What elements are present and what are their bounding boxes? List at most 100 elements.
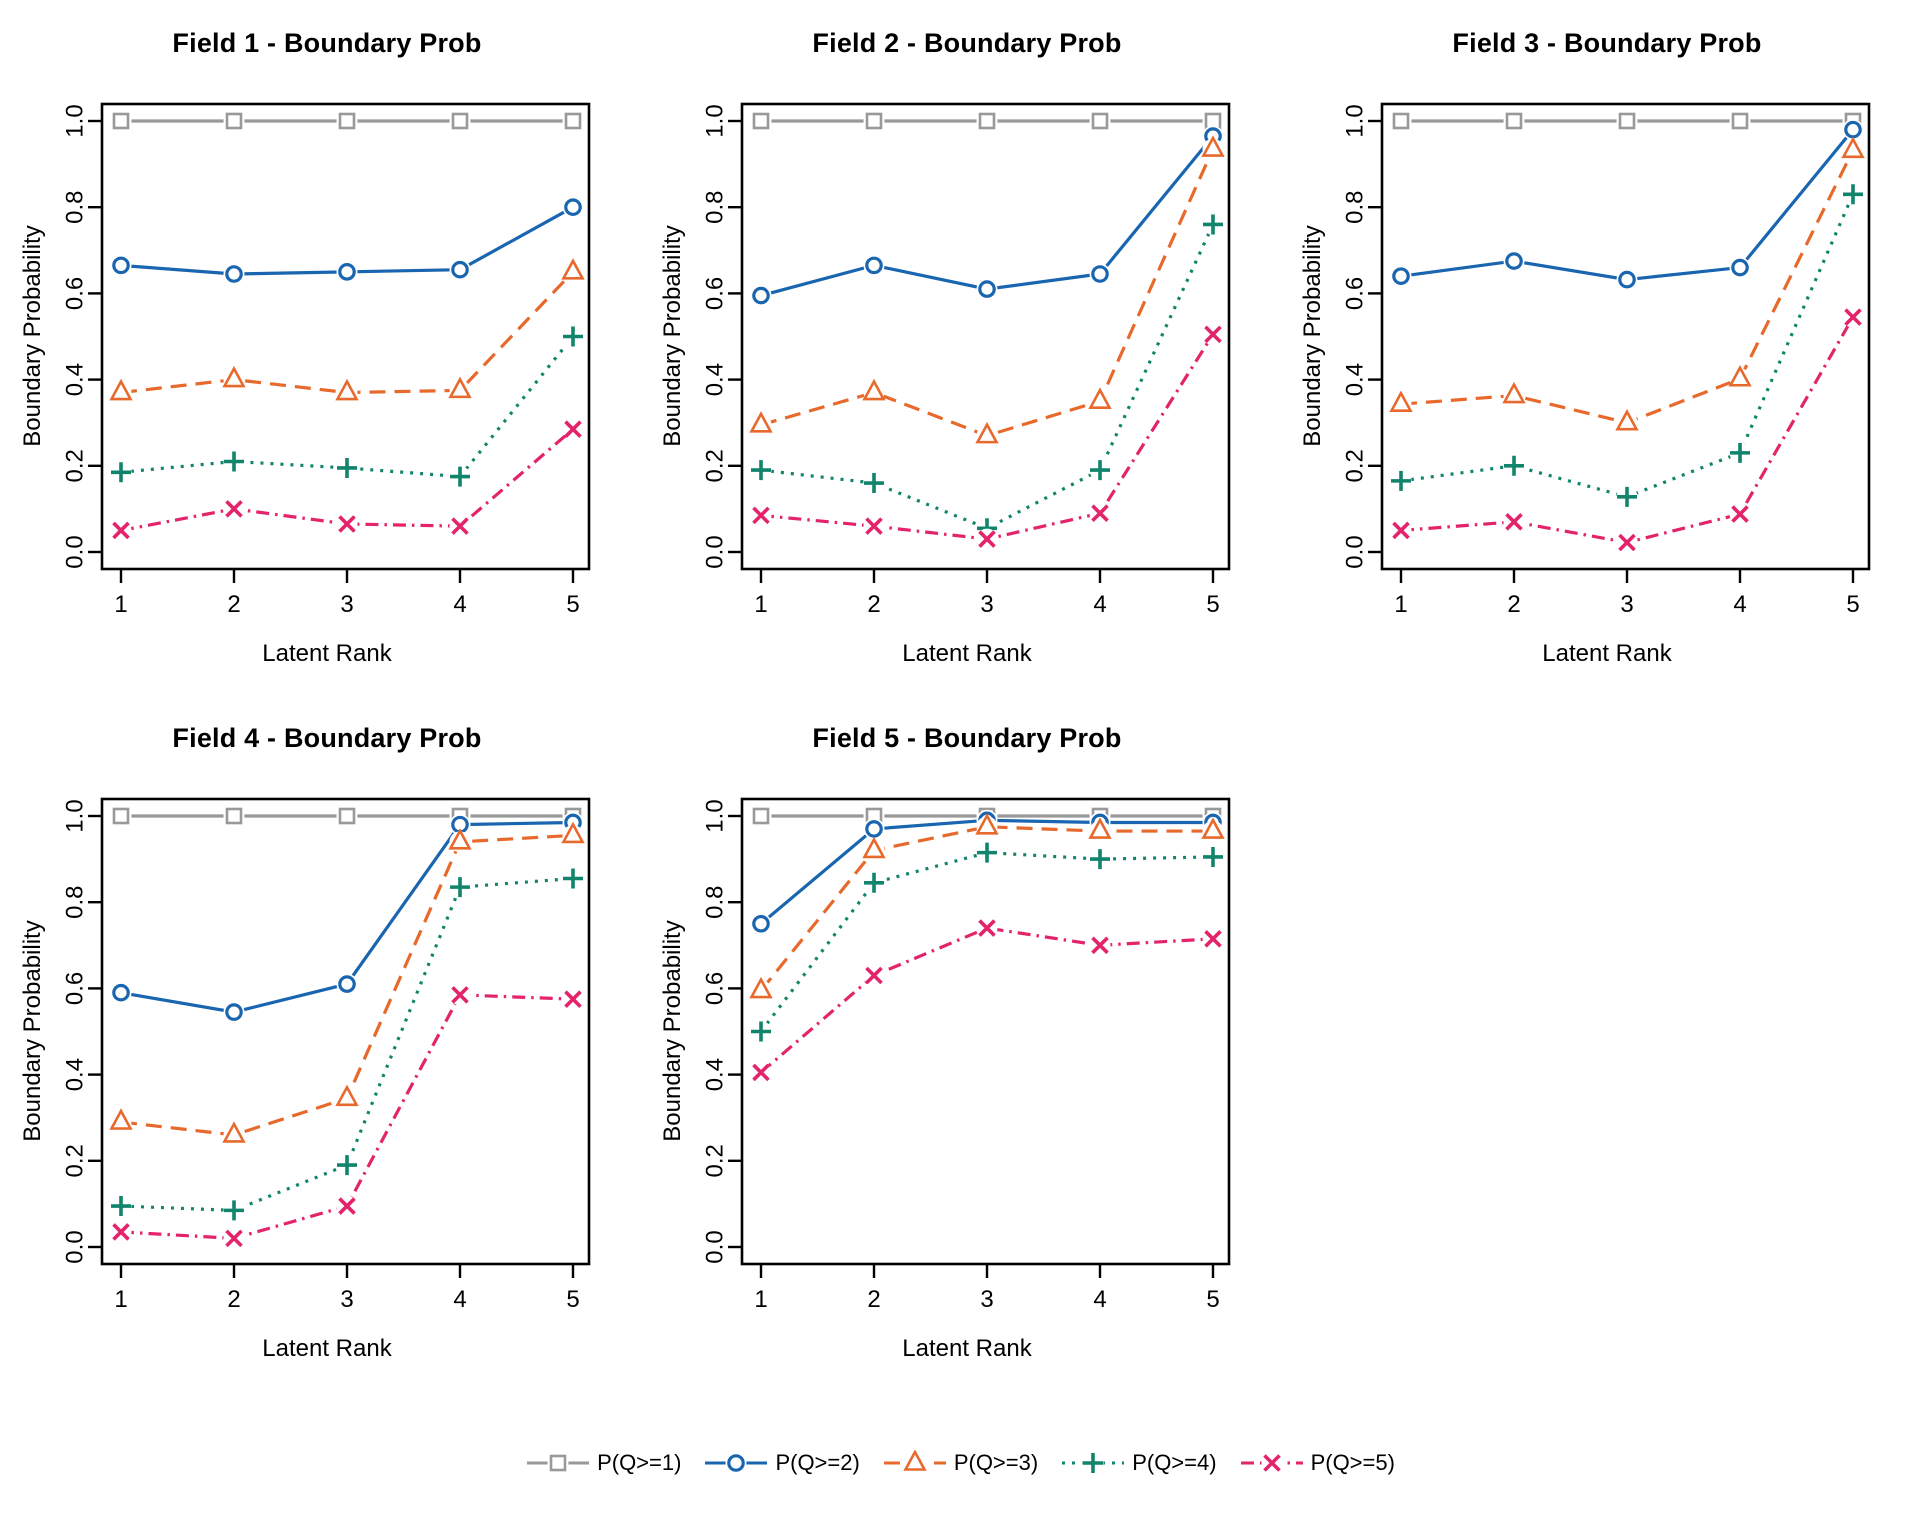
circle-marker-icon — [112, 256, 130, 275]
circle-marker-icon — [752, 914, 770, 933]
x-tick-label: 5 — [566, 1286, 579, 1313]
x-tick-label: 5 — [1206, 591, 1219, 618]
plus-marker-icon — [1203, 214, 1223, 235]
legend-entry-pq1: P(Q>=1) — [525, 1450, 681, 1476]
square-marker-icon — [978, 112, 996, 130]
axes: 0.0 0.2 0.4 0.6 0.8 1.0 1 2 3 4 5 — [1341, 102, 1871, 618]
subplot-field-1: 0.0 0.2 0.4 0.6 0.8 1.0 1 2 3 4 5 Field 1 - Bounda… — [0, 0, 640, 695]
field-5-plot-canvas: 0.0 0.2 0.4 0.6 0.8 1.0 1 2 3 4 5 — [701, 797, 1231, 1313]
x-tick-label: 4 — [1733, 591, 1746, 618]
y-tick-label: 0.4 — [61, 363, 88, 396]
plot-box — [740, 797, 1231, 1266]
x-tick-label: 1 — [754, 591, 767, 618]
y-tick-label: 0.6 — [61, 972, 88, 1005]
x-tick-label: 3 — [980, 591, 993, 618]
y-tick-label: 0.8 — [1341, 191, 1368, 224]
plus-marker-icon — [224, 451, 244, 472]
x-marker-icon — [752, 506, 770, 525]
plus-marker-icon — [977, 842, 997, 863]
circle-marker-icon — [1731, 258, 1749, 277]
y-tick-label: 0.4 — [701, 363, 728, 396]
x-tick-label: 2 — [227, 1286, 240, 1313]
x-marker-icon — [1204, 325, 1222, 344]
circle-marker-icon — [564, 198, 582, 216]
triangle-marker-icon — [1615, 408, 1639, 431]
triangle-marker-icon — [1841, 136, 1865, 159]
y-tick-label: 0.6 — [61, 277, 88, 310]
field-3-plot-canvas: 0.0 0.2 0.4 0.6 0.8 1.0 1 2 3 4 5 — [1341, 102, 1871, 618]
x-tick-label: 5 — [566, 591, 579, 618]
square-marker-icon — [1505, 112, 1523, 130]
axes: 0.0 0.2 0.4 0.6 0.8 1.0 1 2 3 4 5 — [701, 102, 1231, 618]
subplot-field-2: 0.0 0.2 0.4 0.6 0.8 1.0 1 2 3 4 5 Field 2 - Bounda… — [640, 0, 1280, 695]
x-tick-label: 1 — [1394, 591, 1407, 618]
plus-marker-icon — [1617, 486, 1637, 507]
plot-box — [1380, 102, 1871, 571]
triangle-marker-icon — [862, 836, 886, 859]
triangle-marker-icon — [975, 813, 999, 835]
square-marker-icon — [564, 112, 582, 130]
series-triangle — [749, 135, 1225, 447]
plus-marker-icon — [864, 473, 884, 494]
series-plus — [1390, 183, 1864, 508]
triangle-marker-icon — [561, 258, 585, 280]
circle-marker-icon — [338, 263, 356, 281]
x-marker-icon — [112, 1223, 130, 1241]
legend-entry-pq3: P(Q>=3) — [882, 1450, 1038, 1476]
circle-marker-icon — [338, 975, 356, 993]
circle-marker-icon — [865, 256, 883, 275]
x-marker-icon — [1392, 521, 1410, 540]
series-line — [760, 223, 1215, 531]
plus-marker-icon — [1090, 849, 1110, 870]
plus-marker-icon — [1203, 846, 1223, 867]
series-plus — [110, 326, 584, 488]
y-tick-label: 1.0 — [61, 799, 88, 832]
y-tick-label: 0.8 — [61, 191, 88, 224]
plus-marker-icon — [337, 1155, 357, 1176]
y-axis-label: Boundary Probability — [19, 225, 46, 447]
legend-entry-pq5: P(Q>=5) — [1239, 1450, 1395, 1476]
x-marker-icon — [1731, 505, 1749, 523]
y-tick-label: 1.0 — [701, 104, 728, 137]
x-axis-label: Latent Rank — [1542, 640, 1672, 667]
plus-marker-icon — [1391, 470, 1411, 491]
x-marker-icon — [978, 530, 996, 548]
triangle-marker-icon — [1201, 135, 1225, 157]
plus-marker-icon — [1083, 1453, 1104, 1473]
series-x — [1390, 306, 1864, 554]
series-line — [1400, 193, 1855, 499]
plot-title-field-5: Field 5 - Boundary Prob — [812, 723, 1122, 753]
triangle-marker-icon — [862, 378, 886, 401]
y-tick-label: 0.2 — [1341, 449, 1368, 482]
circle-marker-icon — [752, 286, 770, 305]
series-line — [760, 135, 1215, 298]
square-marker-icon — [752, 112, 770, 130]
plus-marker-icon — [450, 877, 470, 898]
y-tick-label: 1.0 — [701, 799, 728, 832]
x-axis-label: Latent Rank — [262, 1335, 392, 1362]
square-marker-icon — [1392, 112, 1410, 130]
x-tick-label: 5 — [1206, 1286, 1219, 1313]
plus-marker-icon — [1504, 455, 1524, 476]
circle-marker-icon — [112, 983, 130, 1002]
square-marker-icon — [112, 112, 130, 130]
axes: 0.0 0.2 0.4 0.6 0.8 1.0 1 2 3 4 5 — [701, 797, 1231, 1313]
y-tick-label: 0.8 — [61, 886, 88, 919]
y-axis-label: Boundary Probability — [659, 225, 686, 447]
y-tick-label: 0.2 — [61, 1144, 88, 1177]
triangle-marker-icon — [448, 376, 472, 399]
square-marker-icon — [225, 807, 243, 825]
x-marker-icon — [225, 1229, 243, 1248]
legend-label: P(Q>=1) — [597, 1450, 682, 1475]
circle-marker-icon — [978, 280, 996, 298]
triangle-marker-icon — [749, 411, 773, 433]
x-axis-label: Latent Rank — [902, 1335, 1032, 1362]
legend-label: P(Q>=3) — [953, 1450, 1039, 1475]
x-tick-label: 2 — [867, 1286, 880, 1313]
x-tick-label: 3 — [340, 591, 353, 618]
plus-marker-icon — [111, 1196, 131, 1217]
x-tick-label: 1 — [754, 1286, 767, 1313]
axes: 0.0 0.2 0.4 0.6 0.8 1.0 1 2 3 4 5 — [61, 102, 591, 618]
plus-marker-icon — [751, 1021, 771, 1042]
y-tick-label: 0.8 — [701, 886, 728, 919]
